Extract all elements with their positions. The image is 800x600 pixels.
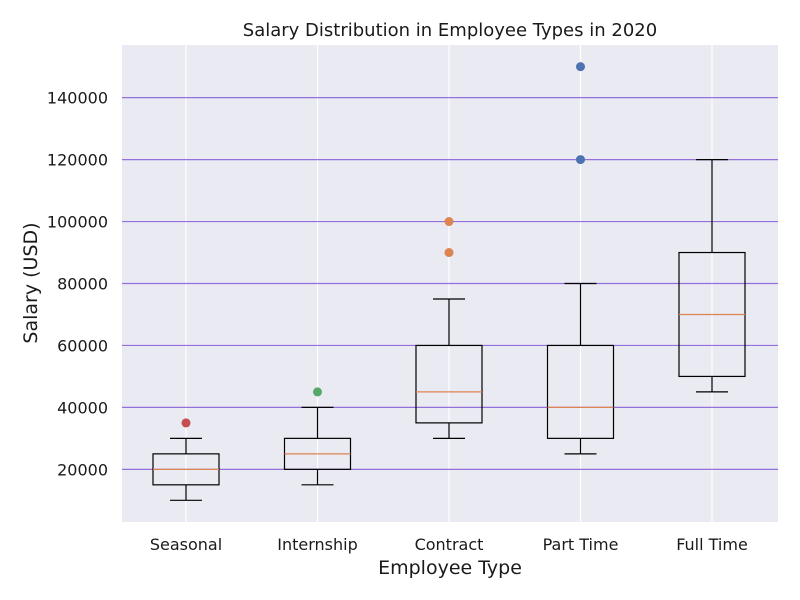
box-plot-seasonal bbox=[152, 418, 220, 501]
y-tick-label: 80000 bbox=[57, 275, 108, 294]
tick-labels: 20000 40000 60000 80000 100000 120000 140000 Se… bbox=[47, 89, 748, 554]
y-tick-label: 40000 bbox=[57, 398, 108, 417]
outlier-point bbox=[313, 387, 322, 397]
box-plots bbox=[152, 62, 746, 501]
box-plot-contract bbox=[415, 217, 483, 439]
outlier-point bbox=[181, 418, 191, 428]
y-tick-label: 100000 bbox=[47, 213, 108, 232]
box-plot-part-time bbox=[546, 62, 615, 455]
x-axis-label: Employee Type bbox=[378, 557, 522, 579]
outlier-point bbox=[576, 62, 585, 72]
outlier-point bbox=[444, 217, 454, 227]
outlier-point bbox=[576, 155, 585, 165]
chart-title: Salary Distribution in Employee Types in… bbox=[243, 20, 657, 41]
y-tick-label: 140000 bbox=[47, 89, 108, 108]
y-tick-label: 20000 bbox=[57, 460, 108, 479]
box-plot-internship bbox=[283, 387, 352, 486]
x-tick-label: Internship bbox=[277, 535, 358, 554]
y-axis-label: Salary (USD) bbox=[20, 222, 42, 343]
box-plot-full-time bbox=[678, 159, 746, 393]
x-tick-label: Seasonal bbox=[150, 535, 222, 554]
y-tick-label: 120000 bbox=[47, 151, 108, 170]
box-iqr bbox=[546, 344, 615, 439]
outlier-point bbox=[444, 248, 454, 258]
x-tick-label: Full Time bbox=[676, 535, 748, 554]
box-iqr bbox=[415, 344, 483, 424]
x-tick-label: Contract bbox=[415, 535, 484, 554]
y-tick-label: 60000 bbox=[57, 336, 108, 355]
x-tick-label: Part Time bbox=[543, 535, 619, 554]
